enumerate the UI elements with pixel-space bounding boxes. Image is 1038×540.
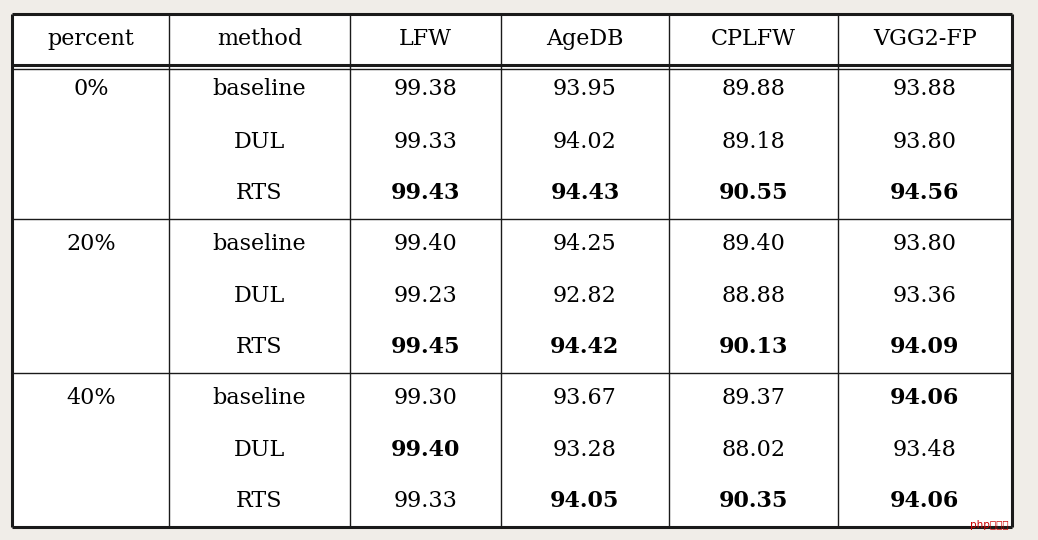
Text: 99.40: 99.40 <box>393 233 457 255</box>
Text: 94.42: 94.42 <box>550 336 620 358</box>
Text: 94.25: 94.25 <box>553 233 617 255</box>
Text: 90.55: 90.55 <box>718 182 788 204</box>
Text: 88.02: 88.02 <box>721 438 786 461</box>
Text: baseline: baseline <box>213 78 306 99</box>
Text: CPLFW: CPLFW <box>711 28 796 50</box>
Text: 92.82: 92.82 <box>553 285 617 307</box>
Text: 99.33: 99.33 <box>393 131 457 153</box>
Text: 93.67: 93.67 <box>553 387 617 409</box>
Text: 90.35: 90.35 <box>718 490 788 512</box>
Text: 94.06: 94.06 <box>891 490 959 512</box>
Text: 93.88: 93.88 <box>893 78 957 99</box>
Text: 40%: 40% <box>66 387 115 409</box>
Text: 99.30: 99.30 <box>393 387 457 409</box>
Text: 93.36: 93.36 <box>893 285 957 307</box>
Text: RTS: RTS <box>237 336 282 358</box>
Text: 94.05: 94.05 <box>550 490 620 512</box>
Text: DUL: DUL <box>234 131 285 153</box>
Text: 89.18: 89.18 <box>721 131 786 153</box>
Text: 99.33: 99.33 <box>393 490 457 512</box>
Text: AgeDB: AgeDB <box>546 28 624 50</box>
Text: VGG2-FP: VGG2-FP <box>873 28 977 50</box>
Text: 99.43: 99.43 <box>390 182 460 204</box>
Text: 99.38: 99.38 <box>393 78 457 99</box>
Text: 88.88: 88.88 <box>721 285 786 307</box>
Text: RTS: RTS <box>237 490 282 512</box>
Text: 93.80: 93.80 <box>893 233 957 255</box>
Text: 93.80: 93.80 <box>893 131 957 153</box>
Text: 94.09: 94.09 <box>891 336 959 358</box>
Text: 93.95: 93.95 <box>553 78 617 99</box>
Text: 99.23: 99.23 <box>393 285 457 307</box>
Text: 94.06: 94.06 <box>891 387 959 409</box>
Text: baseline: baseline <box>213 387 306 409</box>
Text: percent: percent <box>48 28 134 50</box>
Text: 94.02: 94.02 <box>553 131 617 153</box>
Text: 94.56: 94.56 <box>891 182 959 204</box>
Text: 90.13: 90.13 <box>718 336 788 358</box>
Text: 89.40: 89.40 <box>721 233 786 255</box>
Text: 99.40: 99.40 <box>390 438 460 461</box>
Text: 20%: 20% <box>66 233 115 255</box>
Text: 93.28: 93.28 <box>553 438 617 461</box>
Text: RTS: RTS <box>237 182 282 204</box>
Text: DUL: DUL <box>234 438 285 461</box>
Text: baseline: baseline <box>213 233 306 255</box>
Text: 99.45: 99.45 <box>390 336 460 358</box>
Text: 89.88: 89.88 <box>721 78 786 99</box>
Text: method: method <box>217 28 302 50</box>
Text: php中文网: php中文网 <box>971 520 1009 530</box>
Text: 89.37: 89.37 <box>721 387 786 409</box>
Text: DUL: DUL <box>234 285 285 307</box>
Text: LFW: LFW <box>399 28 452 50</box>
Text: 93.48: 93.48 <box>893 438 957 461</box>
Text: 94.43: 94.43 <box>550 182 620 204</box>
Text: 0%: 0% <box>73 78 109 99</box>
